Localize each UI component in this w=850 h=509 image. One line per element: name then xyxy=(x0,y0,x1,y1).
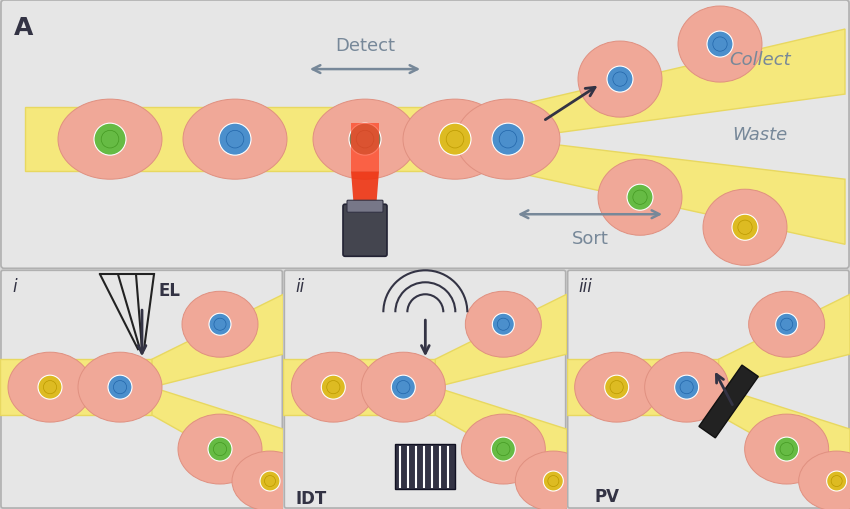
Ellipse shape xyxy=(607,67,633,93)
Text: IDT: IDT xyxy=(295,489,326,507)
Ellipse shape xyxy=(627,185,653,211)
Polygon shape xyxy=(351,172,379,210)
Ellipse shape xyxy=(321,376,345,400)
Ellipse shape xyxy=(219,124,251,156)
Text: A: A xyxy=(14,16,33,40)
Polygon shape xyxy=(718,295,850,387)
Ellipse shape xyxy=(644,353,728,422)
Text: Detect: Detect xyxy=(335,37,395,55)
Ellipse shape xyxy=(799,451,850,509)
Text: Collect: Collect xyxy=(729,51,790,69)
Ellipse shape xyxy=(439,124,471,156)
Ellipse shape xyxy=(703,190,787,266)
Polygon shape xyxy=(510,30,845,140)
Ellipse shape xyxy=(575,353,659,422)
Text: i: i xyxy=(12,278,17,296)
Polygon shape xyxy=(25,108,510,172)
Ellipse shape xyxy=(515,451,592,509)
FancyBboxPatch shape xyxy=(568,271,849,508)
Text: B: B xyxy=(0,278,1,302)
Ellipse shape xyxy=(492,124,524,156)
Ellipse shape xyxy=(391,376,416,400)
Ellipse shape xyxy=(462,414,546,484)
Ellipse shape xyxy=(209,314,231,335)
Polygon shape xyxy=(718,387,850,489)
FancyBboxPatch shape xyxy=(285,271,565,508)
Ellipse shape xyxy=(491,437,515,461)
FancyBboxPatch shape xyxy=(343,205,387,257)
Polygon shape xyxy=(510,140,845,245)
Polygon shape xyxy=(567,359,718,415)
Ellipse shape xyxy=(208,437,232,461)
Ellipse shape xyxy=(349,124,381,156)
Ellipse shape xyxy=(749,292,824,357)
Text: PV: PV xyxy=(595,487,620,505)
Ellipse shape xyxy=(465,292,541,357)
Ellipse shape xyxy=(732,215,758,241)
Polygon shape xyxy=(0,359,152,415)
FancyBboxPatch shape xyxy=(699,365,758,438)
Ellipse shape xyxy=(492,314,514,335)
Ellipse shape xyxy=(38,376,62,400)
Ellipse shape xyxy=(456,100,560,180)
Ellipse shape xyxy=(604,376,629,400)
Ellipse shape xyxy=(313,100,417,180)
Ellipse shape xyxy=(543,471,564,491)
Text: EL: EL xyxy=(158,282,180,300)
Polygon shape xyxy=(283,359,435,415)
Ellipse shape xyxy=(776,314,797,335)
Ellipse shape xyxy=(94,124,126,156)
Ellipse shape xyxy=(178,414,262,484)
Text: ii: ii xyxy=(295,278,304,296)
Text: Sort: Sort xyxy=(571,230,609,248)
FancyBboxPatch shape xyxy=(395,444,456,489)
Polygon shape xyxy=(152,387,283,489)
FancyBboxPatch shape xyxy=(347,201,383,213)
Ellipse shape xyxy=(78,353,162,422)
Ellipse shape xyxy=(598,160,682,236)
Ellipse shape xyxy=(774,437,799,461)
Polygon shape xyxy=(351,124,379,172)
Ellipse shape xyxy=(232,451,308,509)
Ellipse shape xyxy=(260,471,280,491)
Ellipse shape xyxy=(745,414,829,484)
Text: Waste: Waste xyxy=(733,126,788,144)
FancyBboxPatch shape xyxy=(1,1,849,269)
Ellipse shape xyxy=(403,100,507,180)
Ellipse shape xyxy=(827,471,847,491)
Ellipse shape xyxy=(678,7,762,83)
Text: iii: iii xyxy=(579,278,592,296)
Ellipse shape xyxy=(8,353,92,422)
Ellipse shape xyxy=(182,292,258,357)
Ellipse shape xyxy=(361,353,445,422)
Ellipse shape xyxy=(58,100,162,180)
Ellipse shape xyxy=(675,376,699,400)
Polygon shape xyxy=(152,295,283,387)
Ellipse shape xyxy=(108,376,132,400)
FancyBboxPatch shape xyxy=(1,271,282,508)
Ellipse shape xyxy=(183,100,287,180)
Ellipse shape xyxy=(292,353,376,422)
Ellipse shape xyxy=(707,32,733,58)
Ellipse shape xyxy=(578,42,662,118)
Polygon shape xyxy=(435,387,567,489)
Polygon shape xyxy=(435,295,567,387)
